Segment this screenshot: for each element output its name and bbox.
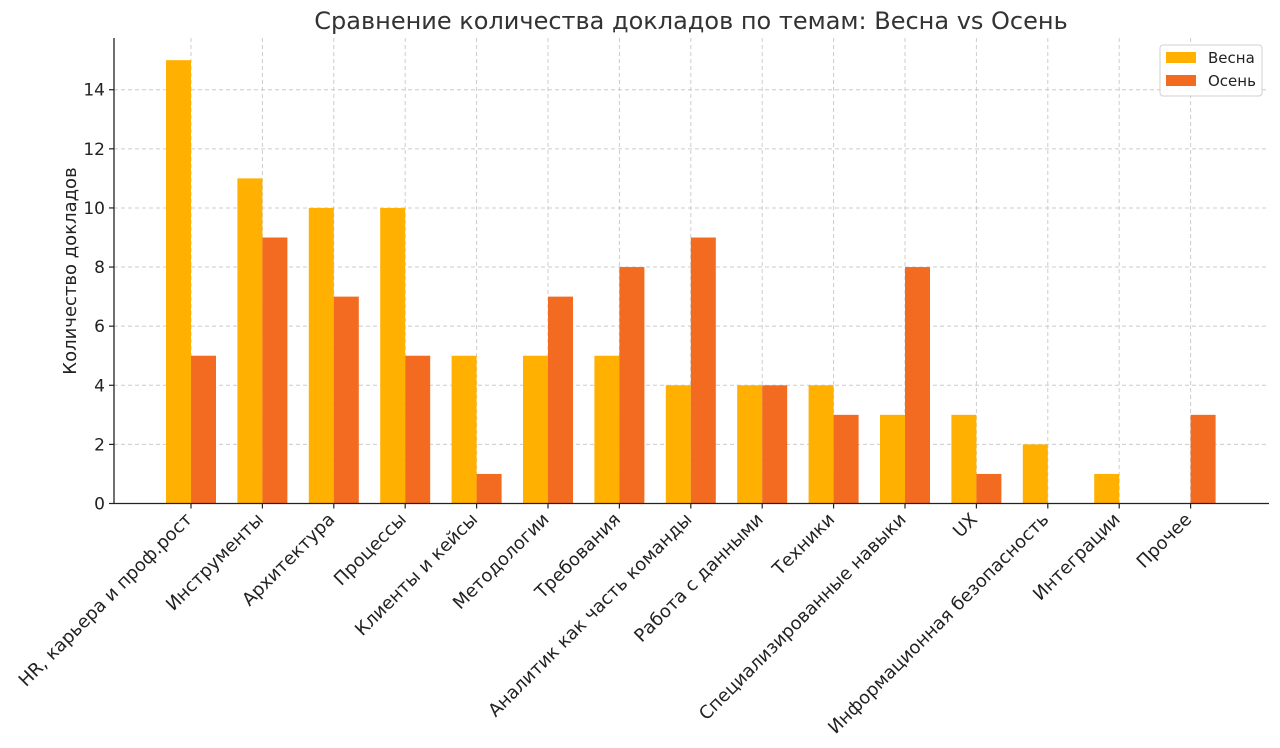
bar-spring	[594, 355, 620, 504]
bar-autumn	[1190, 414, 1216, 504]
legend-swatch-autumn	[1166, 75, 1196, 86]
bar-spring	[166, 60, 191, 504]
bar-autumn	[833, 414, 859, 504]
y-tick-label: 0	[94, 495, 105, 515]
y-axis-label: Количество докладов	[60, 167, 81, 374]
bar-spring	[1094, 473, 1120, 504]
y-tick-label: 4	[94, 376, 105, 396]
y-tick-label: 2	[94, 435, 105, 455]
bar-autumn	[405, 355, 431, 504]
bar-autumn	[548, 296, 573, 504]
bar-spring	[380, 207, 406, 504]
chart-title: Сравнение количества докладов по темам: …	[314, 7, 1067, 35]
y-ticks: 0 2 4 6 8 10 12 14	[83, 81, 114, 515]
bar-autumn	[905, 267, 930, 504]
bar-autumn	[619, 267, 645, 504]
bar-autumn	[476, 473, 502, 504]
y-tick-label: 10	[83, 199, 105, 219]
bar-spring	[237, 178, 263, 504]
bar-spring	[737, 385, 763, 504]
legend-swatch-spring	[1166, 52, 1196, 63]
bar-autumn	[690, 237, 716, 504]
bar-spring	[308, 207, 334, 504]
bar-spring	[451, 355, 477, 504]
bar-spring	[523, 355, 548, 504]
bar-spring	[665, 385, 691, 504]
y-tick-label: 14	[83, 81, 105, 101]
bar-autumn	[976, 473, 1002, 504]
bar-spring	[880, 414, 905, 504]
bar-spring	[1022, 444, 1048, 504]
bar-autumn	[762, 385, 788, 504]
axes	[113, 38, 1269, 505]
bar-spring	[808, 385, 834, 504]
y-tick-label: 6	[94, 317, 105, 337]
bars	[166, 60, 1216, 504]
y-tick-label: 8	[94, 258, 105, 278]
bar-autumn	[191, 355, 216, 504]
y-tick-label: 12	[83, 140, 105, 160]
legend-label-autumn: Осень	[1208, 72, 1256, 90]
bar-autumn	[333, 296, 359, 504]
legend-label-spring: Весна	[1208, 49, 1255, 67]
bar-autumn	[262, 237, 288, 504]
legend: Весна Осень	[1159, 44, 1263, 97]
bar-spring	[951, 414, 977, 504]
